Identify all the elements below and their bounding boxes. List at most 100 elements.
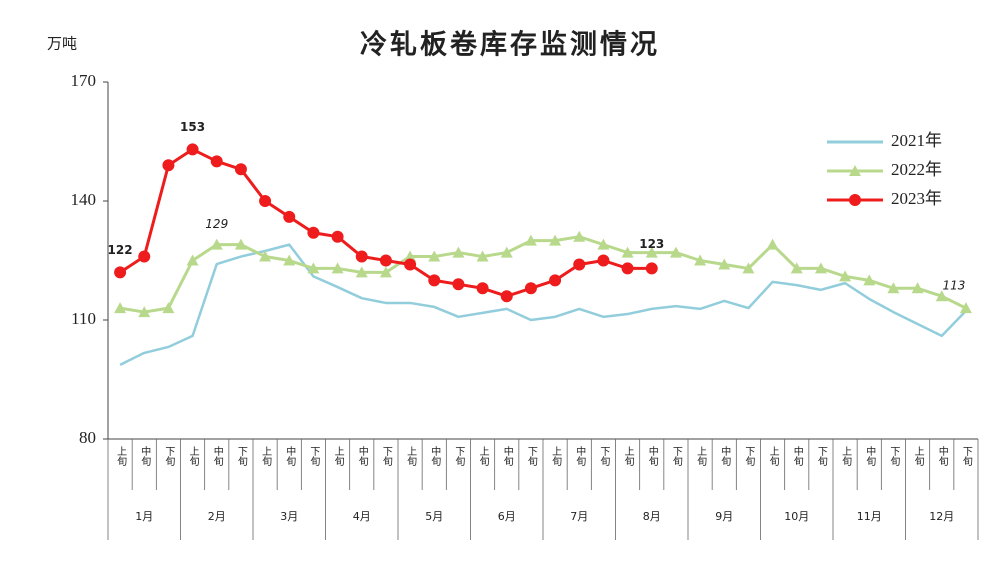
point xyxy=(790,262,803,274)
x-tick-label: 下旬 xyxy=(598,446,610,467)
point xyxy=(331,262,344,274)
x-tick-label: 上旬 xyxy=(115,446,127,467)
point xyxy=(621,262,634,275)
x-tick-label: 上旬 xyxy=(260,446,272,467)
x-tick-label: 上旬 xyxy=(840,446,852,467)
point xyxy=(911,282,924,294)
point xyxy=(283,210,296,223)
point xyxy=(234,163,247,176)
x-tick-label: 中旬 xyxy=(864,445,876,467)
group-label: 6月 xyxy=(498,510,516,523)
point xyxy=(186,254,199,266)
data-label: 122 xyxy=(108,243,133,257)
x-tick-label: 下旬 xyxy=(670,446,682,467)
data-label: 123 xyxy=(639,237,664,251)
point xyxy=(404,250,417,262)
legend-label: 2021年 xyxy=(891,131,942,150)
point xyxy=(887,282,900,294)
x-tick-label: 下旬 xyxy=(235,446,247,467)
point xyxy=(476,250,489,262)
point xyxy=(138,306,151,318)
point xyxy=(210,155,223,168)
point xyxy=(138,250,151,263)
x-tick-label: 上旬 xyxy=(477,446,489,467)
point xyxy=(283,254,296,266)
legend-label: 2022年 xyxy=(891,160,942,179)
y-axis-label: 万吨 xyxy=(47,35,77,53)
x-tick-label: 中旬 xyxy=(211,445,223,467)
group-label: 5月 xyxy=(425,510,443,523)
point xyxy=(500,246,513,258)
x-tick-label: 中旬 xyxy=(646,445,658,467)
point xyxy=(597,238,610,250)
data-label: 129 xyxy=(205,217,228,231)
point xyxy=(500,290,513,303)
point xyxy=(307,262,320,274)
point xyxy=(621,246,634,258)
x-tick-label: 下旬 xyxy=(815,446,827,467)
legend-marker xyxy=(849,194,861,206)
x-tick-label: 下旬 xyxy=(380,446,392,467)
chart-title: 冷轧板卷库存监测情况 xyxy=(360,30,660,61)
series-line xyxy=(119,235,967,314)
group-label: 10月 xyxy=(784,510,809,523)
x-tick-label: 下旬 xyxy=(453,446,465,467)
x-tick-label: 上旬 xyxy=(767,446,779,467)
y-tick-label: 140 xyxy=(71,190,97,209)
point xyxy=(355,250,368,263)
x-tick-label: 上旬 xyxy=(187,446,199,467)
group-label: 11月 xyxy=(857,510,882,523)
group-label: 3月 xyxy=(280,510,298,523)
group-label: 2月 xyxy=(208,510,226,523)
x-tick-label: 下旬 xyxy=(308,446,320,467)
point xyxy=(210,238,223,250)
group-label: 1月 xyxy=(135,510,153,523)
point xyxy=(428,250,441,262)
point xyxy=(524,282,537,295)
point xyxy=(379,266,392,278)
point xyxy=(162,159,175,172)
x-tick-label: 下旬 xyxy=(960,446,972,467)
point xyxy=(452,246,465,258)
point xyxy=(114,266,127,279)
group-label: 12月 xyxy=(929,510,954,523)
point xyxy=(766,238,779,250)
x-tick-label: 中旬 xyxy=(139,445,151,467)
data-label: 153 xyxy=(180,120,205,134)
group-label: 7月 xyxy=(570,510,588,523)
point xyxy=(573,230,586,242)
y-tick-label: 80 xyxy=(79,428,96,447)
point xyxy=(428,274,441,287)
y-tick-label: 110 xyxy=(71,309,96,328)
x-tick-label: 下旬 xyxy=(743,446,755,467)
data-label: 113 xyxy=(942,279,965,293)
point xyxy=(524,234,537,246)
point xyxy=(114,302,127,314)
group-label: 8月 xyxy=(643,510,661,523)
x-tick-label: 中旬 xyxy=(574,445,586,467)
point xyxy=(259,250,272,262)
point xyxy=(959,302,972,314)
point xyxy=(814,262,827,274)
x-tick-label: 中旬 xyxy=(501,445,513,467)
x-tick-label: 中旬 xyxy=(429,445,441,467)
point xyxy=(839,270,852,282)
y-tick-label: 170 xyxy=(71,71,97,90)
point xyxy=(549,274,562,287)
point xyxy=(307,226,320,239)
x-tick-label: 下旬 xyxy=(525,446,537,467)
point xyxy=(597,254,610,267)
point xyxy=(863,274,876,286)
point xyxy=(186,143,199,156)
group-label: 9月 xyxy=(715,510,733,523)
x-tick-label: 中旬 xyxy=(356,445,368,467)
legend-marker xyxy=(849,165,861,176)
point xyxy=(162,302,175,314)
point xyxy=(645,262,658,275)
x-tick-label: 上旬 xyxy=(405,446,417,467)
group-label: 4月 xyxy=(353,510,371,523)
point xyxy=(573,258,586,271)
x-tick-label: 上旬 xyxy=(550,446,562,467)
point xyxy=(645,246,658,258)
